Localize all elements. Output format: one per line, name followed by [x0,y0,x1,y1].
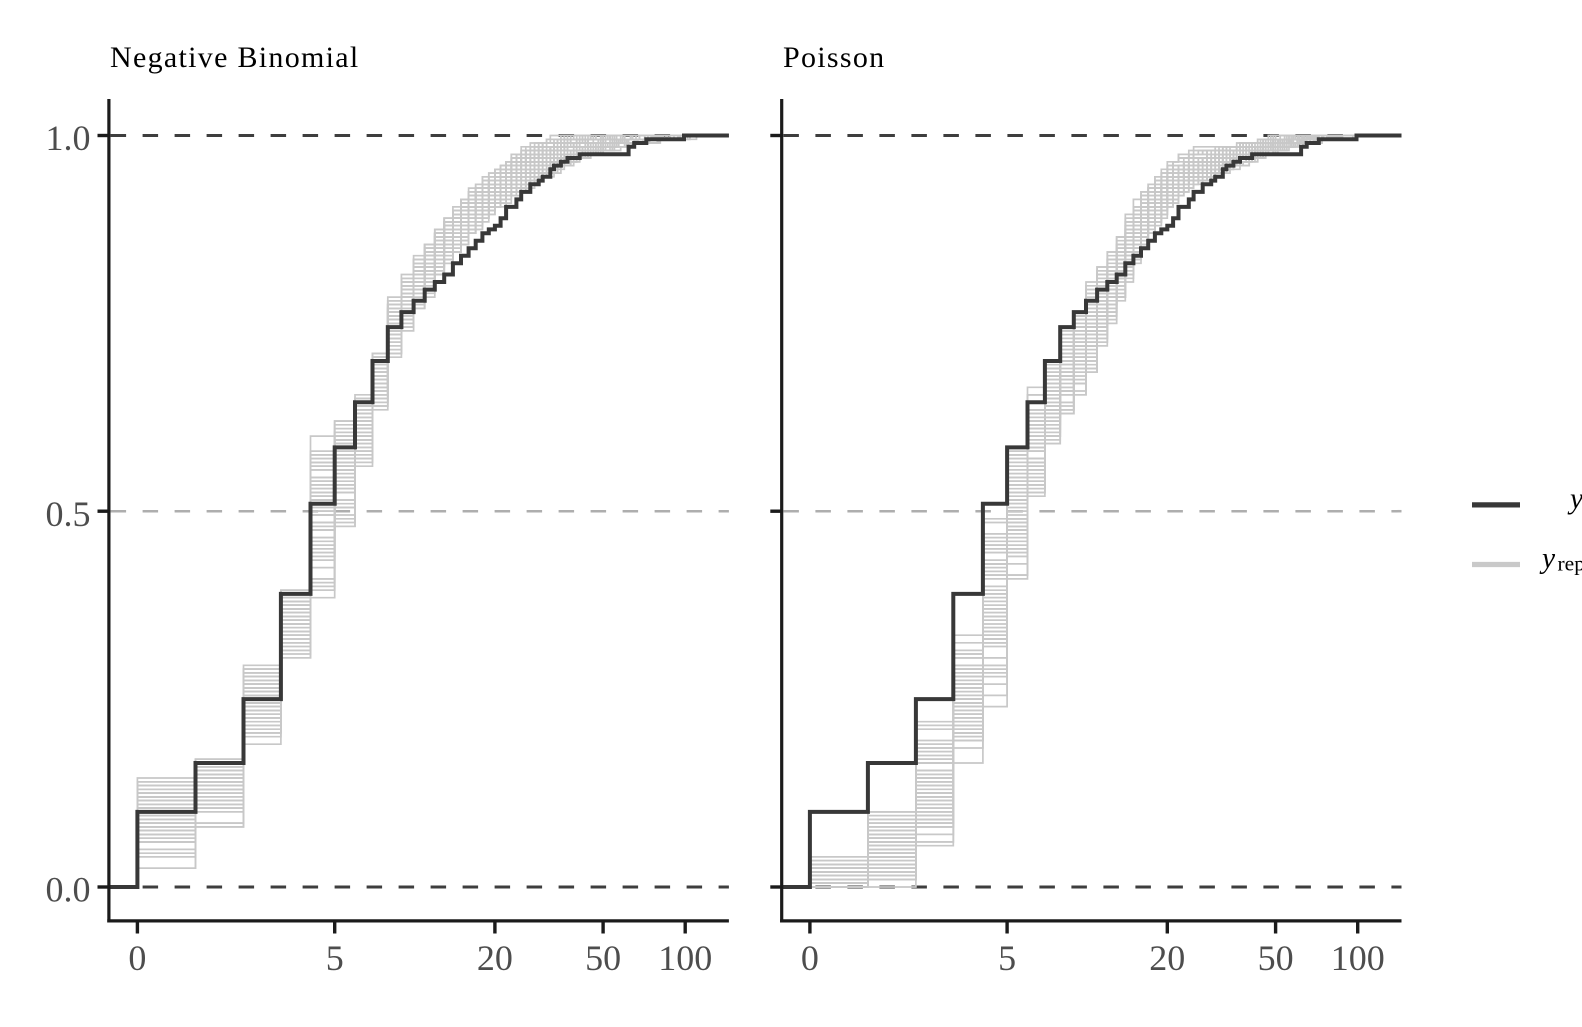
svg-text:Negative Binomial: Negative Binomial [110,41,360,74]
svg-text:0.5: 0.5 [46,494,91,534]
svg-text:rep: rep [1558,552,1582,576]
svg-text:0: 0 [801,938,819,978]
svg-text:50: 50 [585,938,621,978]
svg-text:y: y [1539,543,1556,575]
svg-text:100: 100 [658,938,712,978]
svg-text:5: 5 [326,938,344,978]
svg-text:5: 5 [998,938,1016,978]
svg-text:y: y [1567,483,1582,515]
svg-text:1.0: 1.0 [46,118,91,158]
svg-text:0: 0 [128,938,146,978]
svg-text:Poisson: Poisson [783,41,885,74]
svg-text:20: 20 [1149,938,1185,978]
svg-text:20: 20 [477,938,513,978]
svg-text:0.0: 0.0 [46,870,91,910]
svg-text:50: 50 [1258,938,1294,978]
svg-text:100: 100 [1331,938,1385,978]
